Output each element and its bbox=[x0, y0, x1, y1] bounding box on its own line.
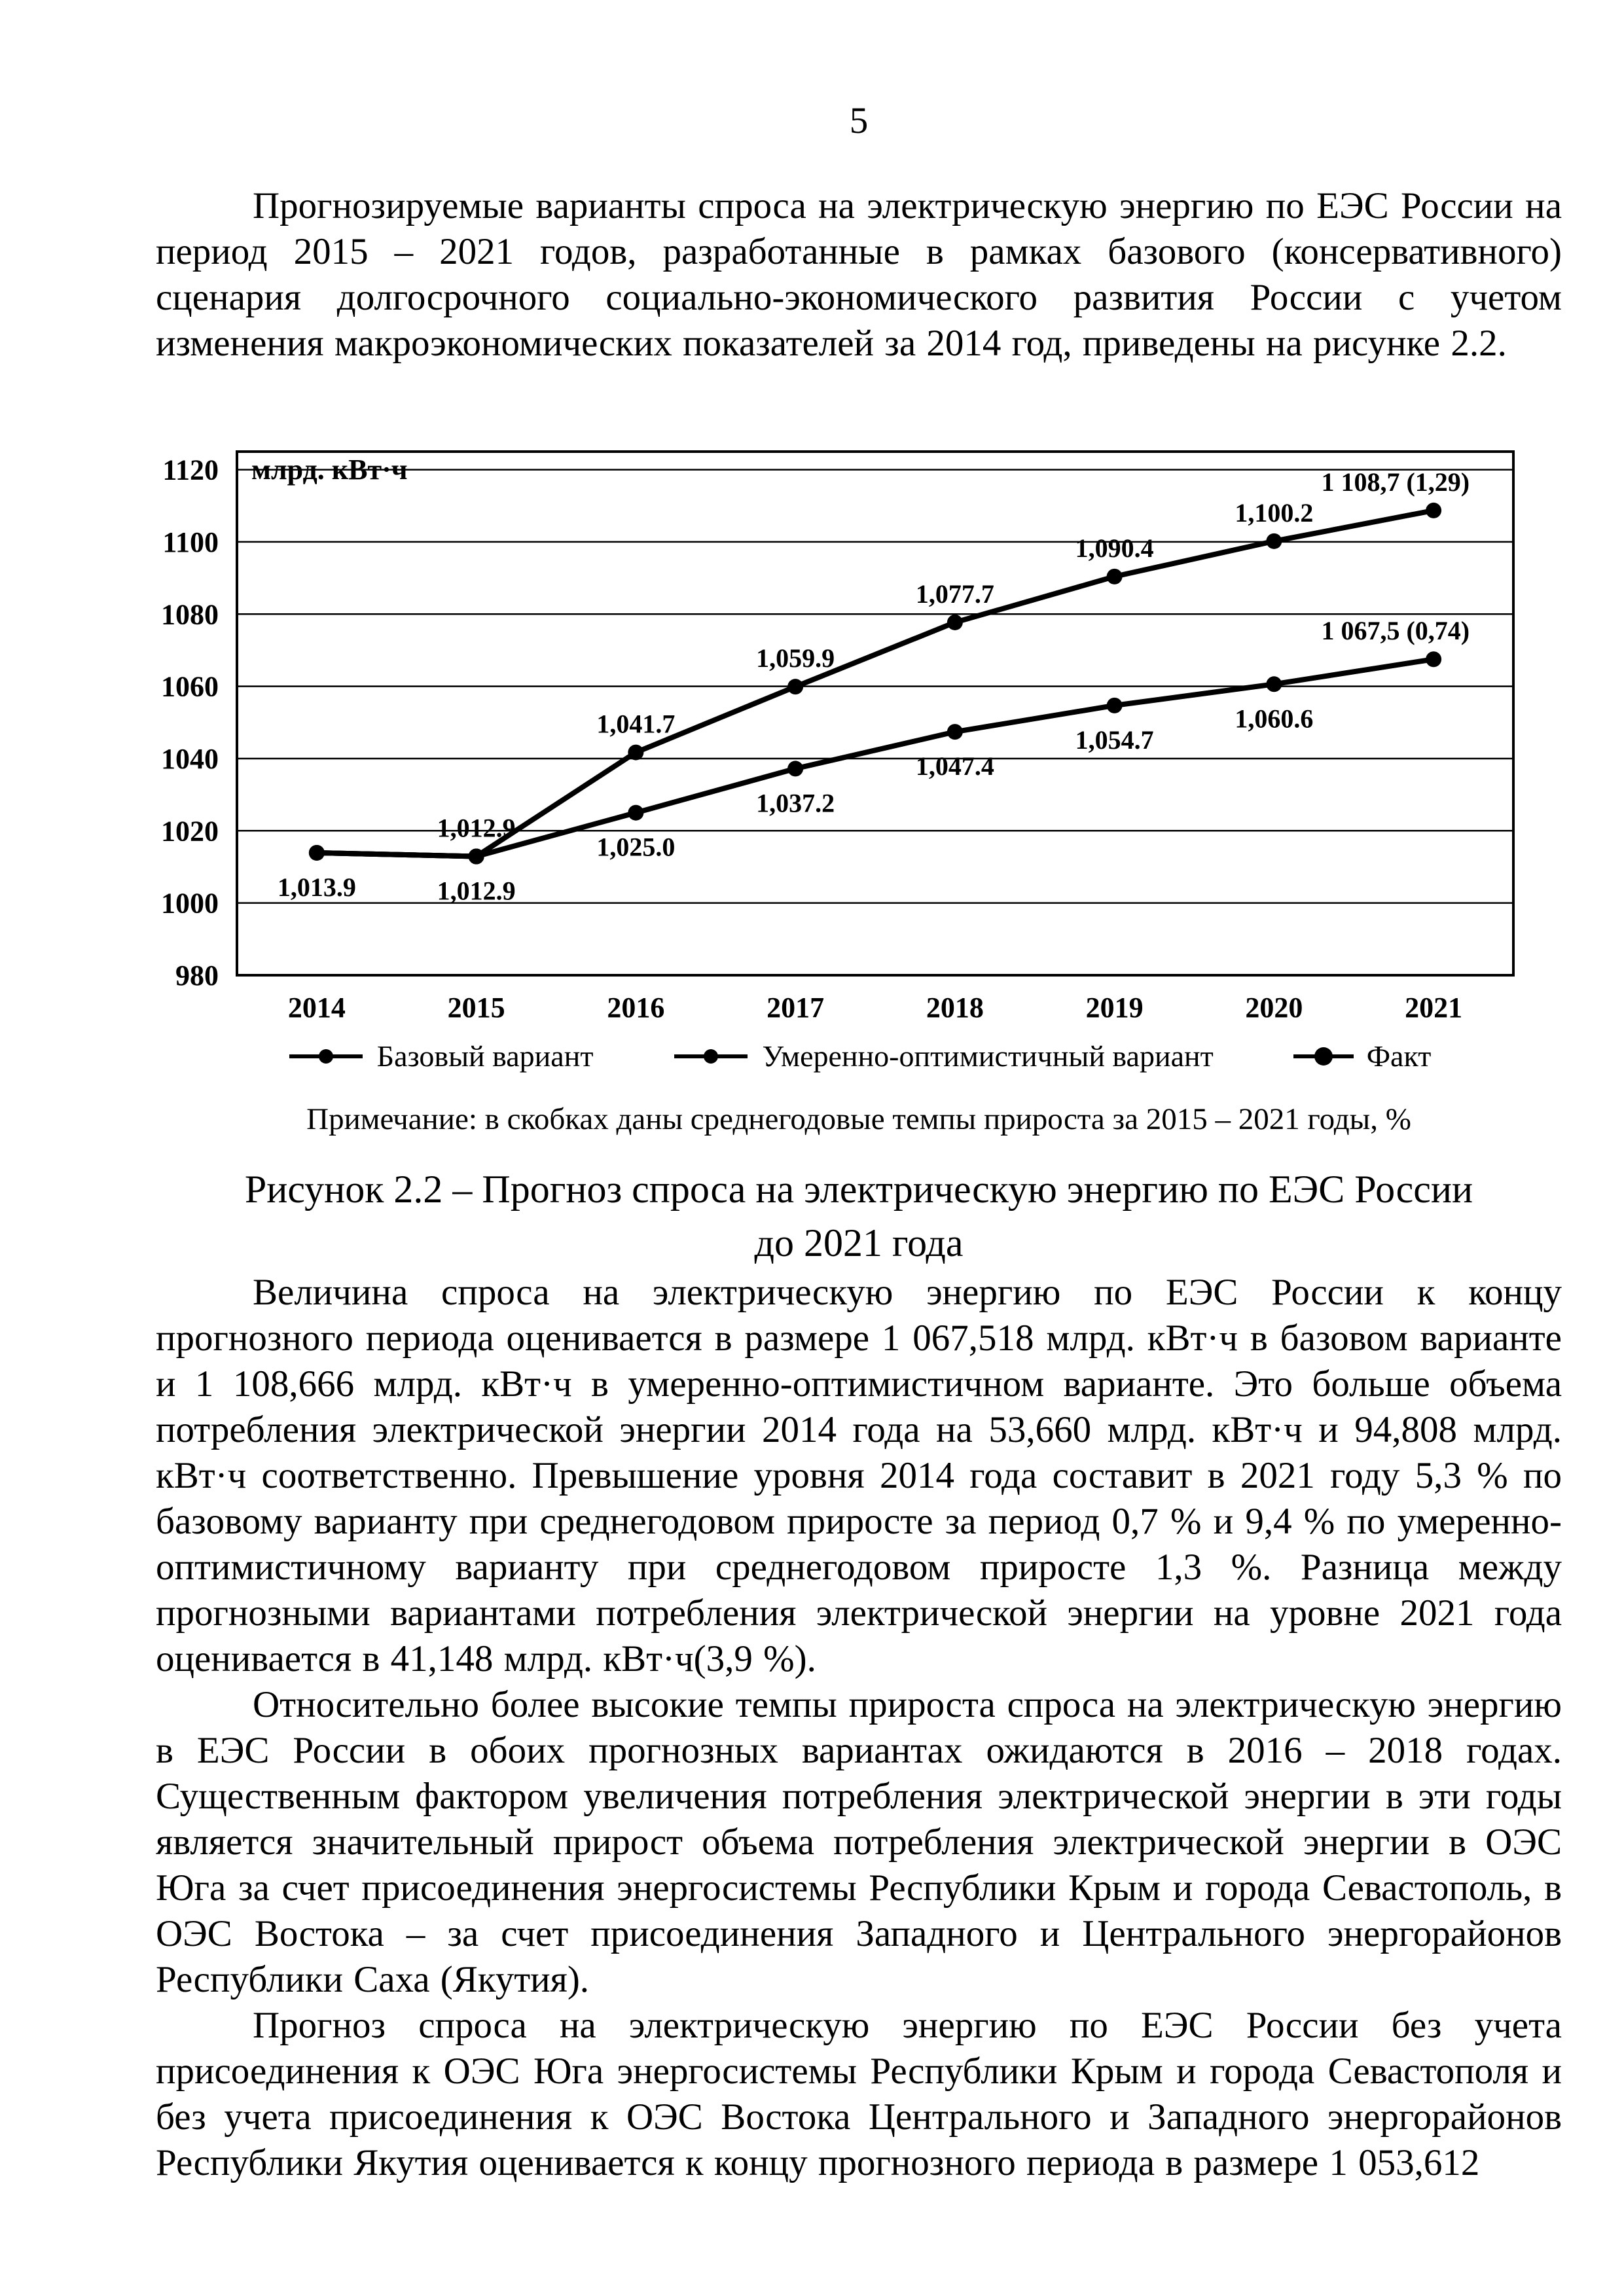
legend-item-base-variant: Базовый вариант bbox=[287, 1039, 594, 1073]
figure-caption: Рисунок 2.2 – Прогноз спроса на электрич… bbox=[244, 1168, 1473, 1265]
body-paragraph-2: Величина спроса на электрическую энергию… bbox=[156, 1272, 1562, 1679]
svg-text:1,100.2: 1,100.2 bbox=[1235, 498, 1313, 528]
svg-text:1 067,5 (0,74): 1 067,5 (0,74) bbox=[1321, 616, 1470, 645]
body-paragraph-4: Прогноз спроса на электрическую энергию … bbox=[156, 2005, 1562, 2183]
svg-text:1,037.2: 1,037.2 bbox=[756, 788, 835, 817]
figure-2-2: 980 1000 1020 1040 1060 1080 1100 1120 2014 2015 2… bbox=[156, 439, 1562, 1270]
svg-text:1080: 1080 bbox=[161, 598, 219, 630]
line-dot-marker-icon bbox=[1293, 1047, 1354, 1066]
svg-text:1 108,7 (1,29): 1 108,7 (1,29) bbox=[1321, 467, 1470, 497]
chart-svg: 980 1000 1020 1040 1060 1080 1100 1120 2014 2015 2… bbox=[161, 450, 1515, 1024]
legend-label-base-variant: Базовый вариант bbox=[376, 1039, 594, 1073]
line-dot-marker-icon bbox=[674, 1049, 748, 1064]
svg-text:1060: 1060 bbox=[161, 671, 219, 703]
svg-text:1,041.7: 1,041.7 bbox=[596, 709, 675, 739]
svg-text:1100: 1100 bbox=[162, 526, 219, 558]
page-number: 5 bbox=[849, 100, 869, 141]
svg-text:1,047.4: 1,047.4 bbox=[916, 751, 994, 781]
svg-text:1,012.9: 1,012.9 bbox=[437, 813, 516, 842]
svg-text:980: 980 bbox=[175, 960, 219, 992]
svg-text:1040: 1040 bbox=[161, 743, 219, 775]
svg-text:2021: 2021 bbox=[1405, 992, 1462, 1024]
legend-label-optimistic-variant: Умеренно-оптимистичный вариант bbox=[762, 1039, 1214, 1073]
svg-text:2018: 2018 bbox=[926, 992, 984, 1024]
svg-text:1120: 1120 bbox=[162, 454, 219, 486]
legend-item-fact: Факт bbox=[1292, 1039, 1432, 1073]
svg-text:2015: 2015 bbox=[448, 992, 505, 1024]
figure-note: Примечание: в скобках даны среднегодовые… bbox=[306, 1102, 1411, 1136]
svg-text:1,090.4: 1,090.4 bbox=[1075, 533, 1154, 563]
svg-text:1,060.6: 1,060.6 bbox=[1235, 704, 1313, 733]
body-paragraph-3: Относительно более высокие темпы прирост… bbox=[156, 1684, 1562, 2000]
svg-text:2014: 2014 bbox=[288, 992, 346, 1024]
svg-text:2017: 2017 bbox=[767, 992, 824, 1024]
svg-text:1,054.7: 1,054.7 bbox=[1075, 725, 1154, 755]
svg-text:1,013.9: 1,013.9 bbox=[278, 872, 356, 902]
legend-item-optimistic-variant: Умеренно-оптимистичный вариант bbox=[672, 1039, 1214, 1073]
line-dot-marker-icon bbox=[289, 1049, 363, 1064]
svg-text:1020: 1020 bbox=[161, 815, 219, 847]
svg-text:1,077.7: 1,077.7 bbox=[916, 579, 994, 609]
chart-legend: Базовый вариант Умеренно-оптимистичный в… bbox=[156, 1039, 1562, 1073]
svg-text:1,059.9: 1,059.9 bbox=[756, 643, 835, 673]
svg-text:1,025.0: 1,025.0 bbox=[596, 833, 675, 862]
svg-text:млрд. кВт·ч: млрд. кВт·ч bbox=[251, 454, 408, 486]
svg-text:2020: 2020 bbox=[1245, 992, 1303, 1024]
svg-text:1,012.9: 1,012.9 bbox=[437, 876, 516, 905]
body-paragraph-1: Прогнозируемые варианты спроса на электр… bbox=[156, 185, 1562, 364]
svg-text:1000: 1000 bbox=[161, 888, 219, 920]
legend-label-fact: Факт bbox=[1366, 1039, 1432, 1073]
svg-text:2016: 2016 bbox=[607, 992, 664, 1024]
svg-text:2019: 2019 bbox=[1086, 992, 1144, 1024]
